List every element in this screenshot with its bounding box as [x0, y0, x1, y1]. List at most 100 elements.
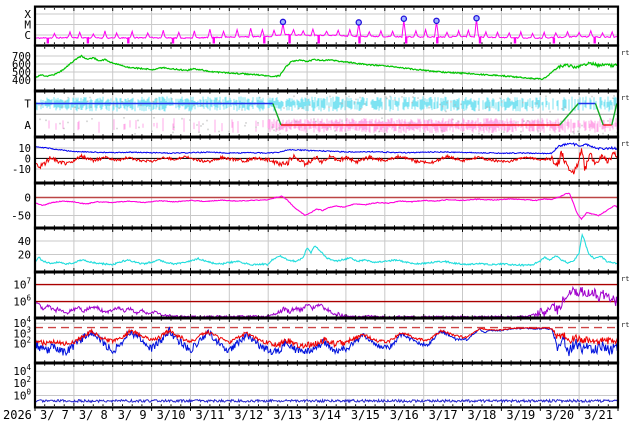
background-flux-line [35, 398, 618, 404]
panel-tick-marks [44, 229, 609, 271]
imf-bz-line [35, 148, 618, 175]
x-axis-label: 3/20 [545, 408, 574, 422]
y-tick-label: X [24, 8, 31, 21]
flare-event-marker [355, 19, 363, 26]
dst-index-line [35, 192, 618, 221]
panel-imf: 100-10 rt [12, 135, 629, 185]
y-tick-label: A [24, 119, 31, 132]
y-tick-label: 103 [13, 325, 31, 340]
status-transition-segment [594, 103, 604, 126]
rt-marker: rt [621, 275, 629, 283]
x-axis: 2026 3/ 7 3/ 8 3/ 9 3/10 3/11 3/12 3/13 3/14 3/15… [3, 407, 619, 422]
x-axis-label: 3/21 [584, 408, 613, 422]
panel-tick-marks [44, 138, 609, 182]
y-tick-label: M [24, 18, 31, 31]
x-axis-label: 3/16 [390, 408, 419, 422]
panel-proton: 107 106 rt [13, 270, 629, 320]
rt-marker: rt [621, 140, 629, 148]
panel-plot-area [35, 95, 618, 135]
xray-data-gaps [46, 34, 596, 44]
panel-plot-area [35, 192, 618, 221]
panel-plot-area [35, 19, 618, 44]
y-tick-label: 20 [18, 248, 31, 261]
y-tick-label: 0 [24, 191, 31, 204]
telemetry-noise-specks [39, 95, 618, 135]
flare-event-marker [400, 15, 408, 23]
x-axis-label: 3/13 [273, 408, 302, 422]
rt-marker: rt [621, 94, 629, 102]
panel-tick-marks [44, 364, 609, 406]
x-axis-label: 3/19 [506, 408, 535, 422]
flare-event-marker [433, 17, 440, 25]
panel-tick-marks [44, 8, 609, 44]
xray-flux-line [35, 19, 618, 40]
y-tick-label: 100 [13, 387, 31, 402]
y-tick-label: 106 [13, 293, 31, 308]
panel-tick-marks [44, 184, 609, 227]
y-tick-label: C [24, 29, 31, 42]
panel-tick-marks [44, 92, 609, 136]
panel-plot-area [35, 326, 618, 357]
x-axis-label: 3/12 [234, 408, 263, 422]
y-tick-label: -50 [11, 209, 31, 222]
y-tick-label: 102 [13, 375, 31, 390]
rt-marker: rt [621, 49, 629, 57]
y-tick-label: -10 [12, 164, 31, 176]
day-gridlines [73, 184, 580, 227]
flare-event-marker [279, 18, 287, 26]
panel-tick-marks [44, 47, 609, 90]
y-tick-label: 10 [18, 143, 31, 155]
x-axis-label: 3/ 7 [40, 408, 69, 422]
day-gridlines [73, 8, 580, 44]
x-axis-label: 3/14 [312, 408, 341, 422]
y-tick-label: 102 [13, 336, 31, 351]
y-tick-label: 40 [18, 235, 31, 248]
y-tick-label: 600 [12, 59, 31, 71]
panel-plot-area [35, 142, 618, 175]
y-tick-label: 104 [13, 363, 31, 378]
day-gridlines [73, 273, 580, 317]
panel-plot-area [35, 232, 618, 267]
panel-plot-area [35, 398, 618, 404]
solar-wind-density-line [35, 232, 618, 267]
x-axis-ticks [34, 407, 619, 411]
y-tick-label: 400 [12, 75, 31, 87]
rt-marker: rt [621, 321, 629, 329]
status-transition-segment [272, 103, 282, 126]
x-axis-label: 3/17 [429, 408, 458, 422]
status-transition-segment [611, 103, 618, 126]
y-tick-label: T [24, 97, 31, 110]
y-tick-label: 500 [12, 67, 31, 79]
x-axis-label: 3/15 [351, 408, 380, 422]
flare-event-marker [473, 14, 480, 22]
panel-tick-marks [44, 319, 609, 362]
flare-event-markers [279, 14, 480, 26]
day-gridlines [73, 364, 580, 406]
panel-plot-area [35, 54, 618, 81]
panel-tick-marks [44, 273, 609, 317]
x-axis-label: 3/10 [157, 408, 186, 422]
imf-bt-line [35, 142, 618, 155]
x-axis-label: 3/ 9 [118, 408, 147, 422]
y-tick-label: 104 [13, 315, 31, 330]
panel-frame [33, 361, 620, 409]
status-transition-segment [559, 103, 579, 126]
y-tick-label: 107 [13, 276, 31, 291]
x-axis-label: 3/11 [195, 408, 224, 422]
day-gridlines [73, 229, 580, 271]
y-tick-label: 700 [12, 51, 31, 63]
x-axis-label: 3/ 8 [79, 408, 108, 422]
panel-xray: XMC [24, 5, 620, 47]
solar-wind-speed-line [35, 54, 618, 81]
year-label: 2026 [3, 408, 32, 422]
y-tick-label: 0 [25, 153, 31, 165]
electron-flux-r-line [35, 327, 618, 349]
x-axis-label: 3/18 [468, 408, 497, 422]
